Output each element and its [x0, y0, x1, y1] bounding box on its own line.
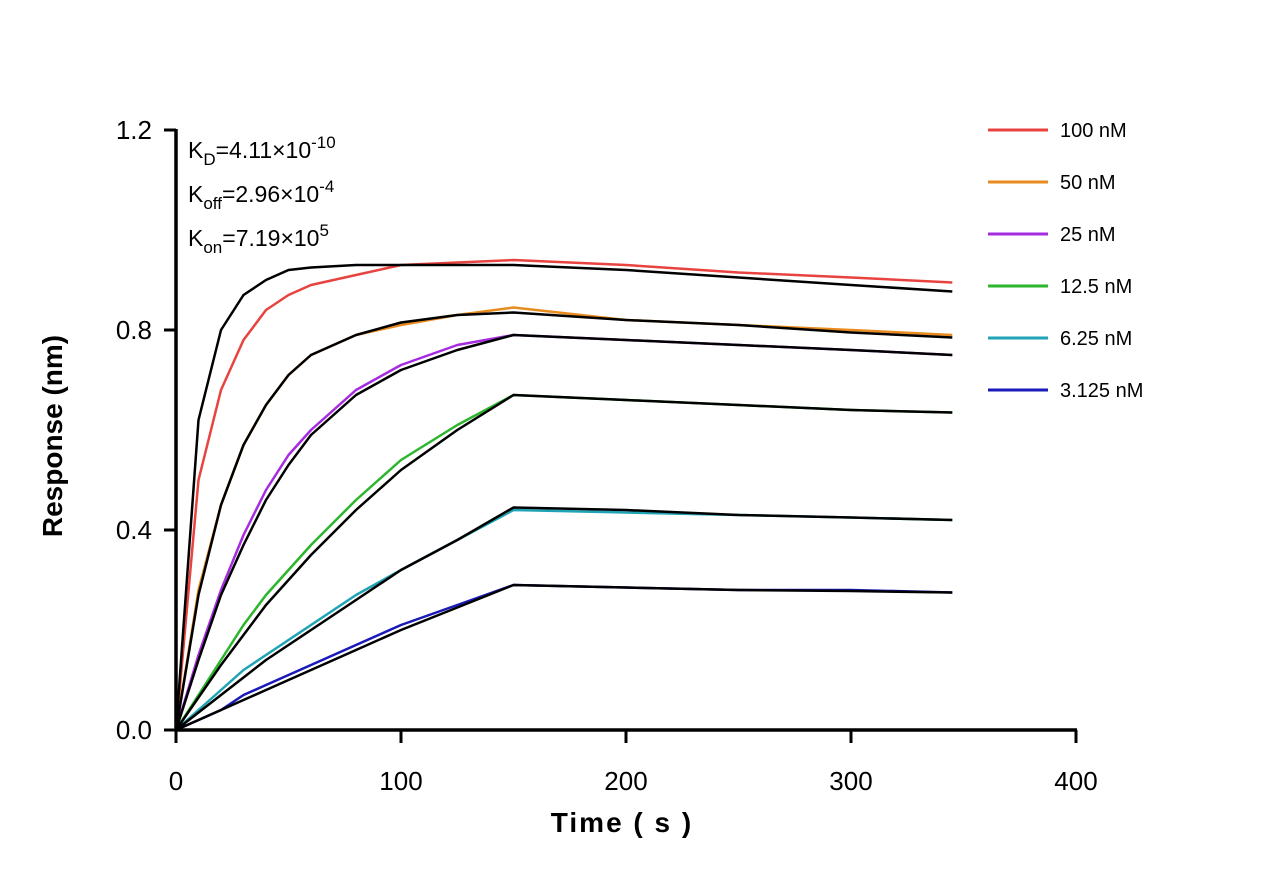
x-tick-label: 100	[379, 766, 422, 796]
y-tick-label: 0.4	[116, 515, 152, 545]
annotation-symbol: K	[188, 137, 204, 163]
legend-label: 12.5 nM	[1060, 276, 1132, 298]
x-tick-label: 0	[169, 766, 183, 796]
y-tick-label: 1.2	[116, 115, 152, 145]
annotation-exponent: -10	[311, 133, 336, 152]
annotation-text: =4.11×10	[216, 137, 312, 163]
annotation-symbol: K	[188, 225, 204, 251]
fit-line	[174, 311, 953, 731]
y-tick-label: 0.8	[116, 315, 152, 345]
annotation-subscript: on	[203, 238, 222, 257]
legend-label: 6.25 nM	[1060, 328, 1132, 350]
annotation-subscript: D	[203, 150, 215, 169]
annotation: Kon=7.19×105	[188, 221, 329, 257]
legend-label: 3.125 nM	[1060, 380, 1143, 402]
annotation-subscript: off	[203, 194, 222, 213]
fit-line	[174, 393, 953, 731]
legend-label: 25 nM	[1060, 224, 1116, 246]
annotation-text: =2.96×10	[222, 181, 319, 207]
data-line	[174, 258, 953, 731]
fit-line	[175, 506, 953, 731]
legend-label: 50 nM	[1060, 172, 1116, 194]
y-axis-title: Response (nm)	[37, 335, 68, 537]
annotation-exponent: -4	[319, 177, 334, 196]
x-tick-label: 300	[829, 766, 872, 796]
data-line	[175, 583, 953, 732]
fit-line	[174, 333, 953, 731]
x-tick-label: 200	[604, 766, 647, 796]
data-line	[174, 393, 953, 731]
legend-label: 100 nM	[1060, 120, 1127, 142]
x-tick-label: 400	[1054, 766, 1097, 796]
annotation-exponent: 5	[319, 221, 328, 240]
fit-line	[175, 583, 953, 732]
annotation-symbol: K	[188, 181, 204, 207]
annotation: KD=4.11×10-10	[188, 133, 336, 169]
data-line	[175, 508, 953, 731]
x-axis-title: Time ( s )	[551, 807, 693, 838]
annotation-text: =7.19×10	[222, 225, 319, 251]
annotation: Koff=2.96×10-4	[188, 177, 334, 213]
data-line	[174, 333, 953, 731]
fit-line	[174, 263, 953, 731]
y-tick-label: 0.0	[116, 715, 152, 745]
